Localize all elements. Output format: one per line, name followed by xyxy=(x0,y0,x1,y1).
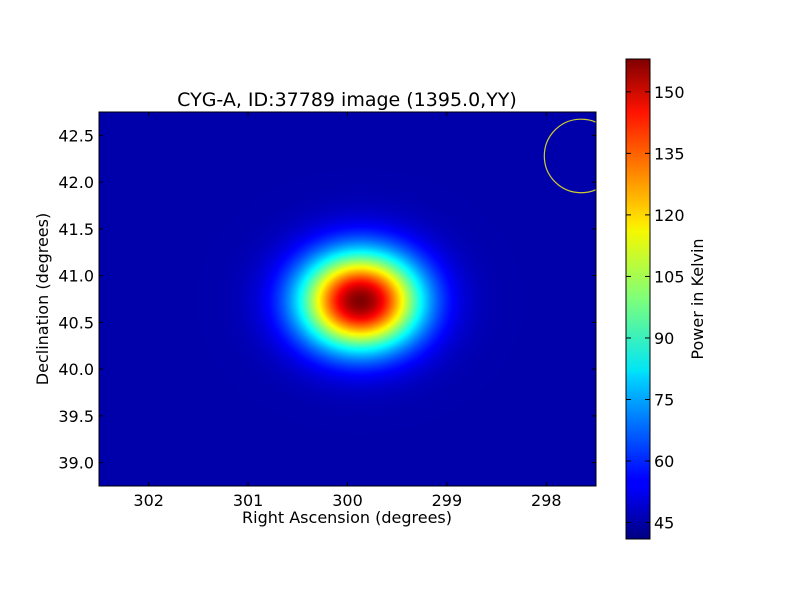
colorbar-tick-label: 150 xyxy=(654,83,685,102)
colorbar-tick-label: 120 xyxy=(654,206,685,225)
y-axis-label: Declination (degrees) xyxy=(33,213,52,385)
x-axis-ticks: 302 301 300 299 298 xyxy=(133,112,562,510)
colorbar-tick-label: 105 xyxy=(654,267,685,286)
colorbar-frame xyxy=(625,58,651,540)
x-tick-label: 299 xyxy=(432,491,463,510)
y-tick-label: 42.5 xyxy=(58,126,94,145)
colorbar-label: Power in Kelvin xyxy=(688,238,707,359)
y-axis-ticks: 39.0 39.5 40.0 40.5 41.0 41.5 42.0 42.5 xyxy=(58,126,596,473)
colorbar-tick-label: 90 xyxy=(654,329,674,348)
y-tick-label: 40.0 xyxy=(58,360,94,379)
x-tick-label: 300 xyxy=(332,491,363,510)
colorbar-tick-label: 75 xyxy=(654,391,674,410)
colorbar-ticks: 45 60 75 90 105 120 135 150 xyxy=(626,83,685,533)
y-tick-label: 41.5 xyxy=(58,220,94,239)
x-tick-label: 301 xyxy=(233,491,264,510)
y-tick-label: 39.0 xyxy=(58,454,94,473)
y-tick-label: 41.0 xyxy=(58,267,94,286)
colorbar-tick-label: 60 xyxy=(654,452,674,471)
chart-title: CYG-A, ID:37789 image (1395.0,YY) xyxy=(177,89,517,111)
colorbar: 45 60 75 90 105 120 135 150 Power in Kelvin xyxy=(625,58,707,540)
heatmap-plot-area xyxy=(99,112,596,486)
colorbar-tick-label: 45 xyxy=(654,514,674,533)
y-tick-label: 40.5 xyxy=(58,313,94,332)
y-tick-label: 42.0 xyxy=(58,173,94,192)
beam-circle xyxy=(543,118,596,194)
heatmap-image xyxy=(99,112,596,486)
x-tick-label: 302 xyxy=(133,491,164,510)
x-tick-label: 298 xyxy=(531,491,562,510)
colorbar-tick-label: 135 xyxy=(654,144,685,163)
y-tick-label: 39.5 xyxy=(58,407,94,426)
x-axis-label: Right Ascension (degrees) xyxy=(242,508,452,527)
colorbar-gradient xyxy=(626,59,650,539)
